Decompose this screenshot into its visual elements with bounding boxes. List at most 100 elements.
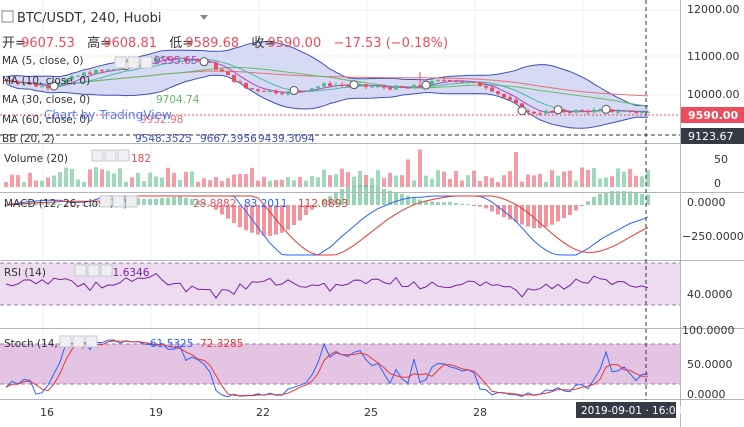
volume-bar	[166, 167, 170, 187]
collapse-icon[interactable]	[1, 10, 14, 23]
legend-control-button[interactable]	[87, 264, 100, 277]
legend-control-button[interactable]	[117, 149, 130, 162]
volume-bar	[274, 179, 278, 187]
legend-control-button[interactable]	[140, 56, 153, 69]
candle-body	[70, 76, 74, 80]
legend-controls[interactable]	[59, 56, 153, 348]
macd-hist-bar	[340, 188, 344, 205]
ohlc-value: 9590.00	[267, 36, 321, 51]
volume-bar	[496, 181, 500, 187]
legend-control-button[interactable]	[127, 56, 140, 69]
volume-bar	[226, 178, 230, 187]
macd-value: 83.2011	[244, 198, 287, 210]
candle-body	[382, 86, 386, 88]
candle-body	[220, 69, 224, 72]
candle-body	[178, 57, 182, 59]
volume-bar	[118, 168, 122, 187]
ohlc-key: 收=	[251, 36, 275, 51]
candle-body	[484, 86, 488, 88]
volume-label: Volume (20)	[4, 153, 68, 165]
candle-body	[274, 90, 278, 94]
volume-bar	[310, 175, 314, 187]
candle-body	[46, 86, 50, 89]
legend-control-button[interactable]	[72, 335, 85, 348]
bb-value-lower: 9439.3094	[258, 133, 315, 145]
bb-value-upper: 9667.3956	[200, 133, 257, 145]
volume-bar	[484, 176, 488, 187]
candle-body	[328, 83, 332, 86]
macd-hist-bar	[292, 205, 296, 226]
macd-hist-bar	[322, 199, 326, 205]
volume-bar	[406, 159, 410, 187]
macd-hist-bar	[22, 203, 26, 205]
candle-body	[406, 87, 410, 89]
volume-bar	[514, 152, 518, 187]
macd-hist-bar	[478, 205, 482, 207]
legend-control-button[interactable]	[114, 56, 127, 69]
legend-control-button[interactable]	[74, 264, 87, 277]
legend-control-button[interactable]	[125, 195, 138, 208]
volume-bar	[478, 180, 482, 187]
candle-body	[190, 60, 194, 62]
candle-body	[496, 91, 500, 94]
macd-hist-bar	[178, 196, 182, 205]
candle-body	[40, 86, 44, 88]
macd-hist-bar	[34, 203, 38, 205]
candle-body	[538, 113, 542, 115]
candle-body	[22, 83, 26, 85]
macd-hist-bar	[70, 205, 74, 207]
candle-body	[574, 110, 578, 113]
crosshair-time: 2019-09-01 · 16:00	[581, 405, 682, 417]
ohlc-key: 低=	[169, 36, 193, 51]
legend-control-button[interactable]	[91, 149, 104, 162]
legend-control-button[interactable]	[85, 335, 98, 348]
candle-body	[238, 81, 242, 83]
macd-hist-bar	[388, 190, 392, 205]
stoch-k-value: 61.5325	[150, 338, 193, 350]
macd-hist-bar	[466, 204, 470, 206]
candle-body	[250, 88, 254, 90]
candle-body	[10, 80, 14, 83]
volume-bar	[244, 174, 248, 187]
macd-hist-bar	[460, 203, 464, 205]
candle-body	[340, 84, 344, 86]
candle-body	[466, 81, 470, 83]
volume-bar	[106, 170, 110, 187]
time-tick: 16	[40, 406, 54, 419]
legend-control-button[interactable]	[112, 195, 125, 208]
volume-bar	[196, 181, 200, 187]
volume-bar	[592, 168, 596, 187]
macd-hist-bar	[370, 185, 374, 205]
macd-hist-bar	[412, 197, 416, 205]
volume-bar	[532, 175, 536, 187]
time-tick: 25	[364, 406, 378, 419]
legend-control-button[interactable]	[104, 149, 117, 162]
chevron-down-icon[interactable]	[200, 15, 208, 20]
candle-body	[472, 81, 476, 83]
macd-hist-bar	[88, 205, 92, 206]
candle-body	[598, 109, 602, 111]
legend-control-button[interactable]	[99, 195, 112, 208]
volume-bar	[640, 176, 644, 187]
volume-bar	[382, 178, 386, 187]
candle-body	[562, 109, 566, 112]
time-tick: 19	[149, 406, 163, 419]
macd-hist-bar	[298, 205, 302, 221]
macd-hist-bar	[268, 205, 272, 237]
legend-control-button[interactable]	[100, 264, 113, 277]
macd-hist-bar	[202, 202, 206, 205]
macd-hist-bar	[196, 200, 200, 205]
macd-hist-bar	[208, 205, 212, 206]
volume-bars	[4, 149, 650, 187]
volume-bar	[232, 174, 236, 187]
legend-control-button[interactable]	[59, 335, 72, 348]
volume-bar	[490, 177, 494, 187]
macd-hist-bar	[232, 205, 236, 224]
rsi-value: 41.6346	[106, 267, 150, 279]
candle-body	[166, 56, 170, 59]
candle-body	[226, 71, 230, 75]
candle-body	[172, 58, 176, 60]
volume-bar	[508, 171, 512, 187]
